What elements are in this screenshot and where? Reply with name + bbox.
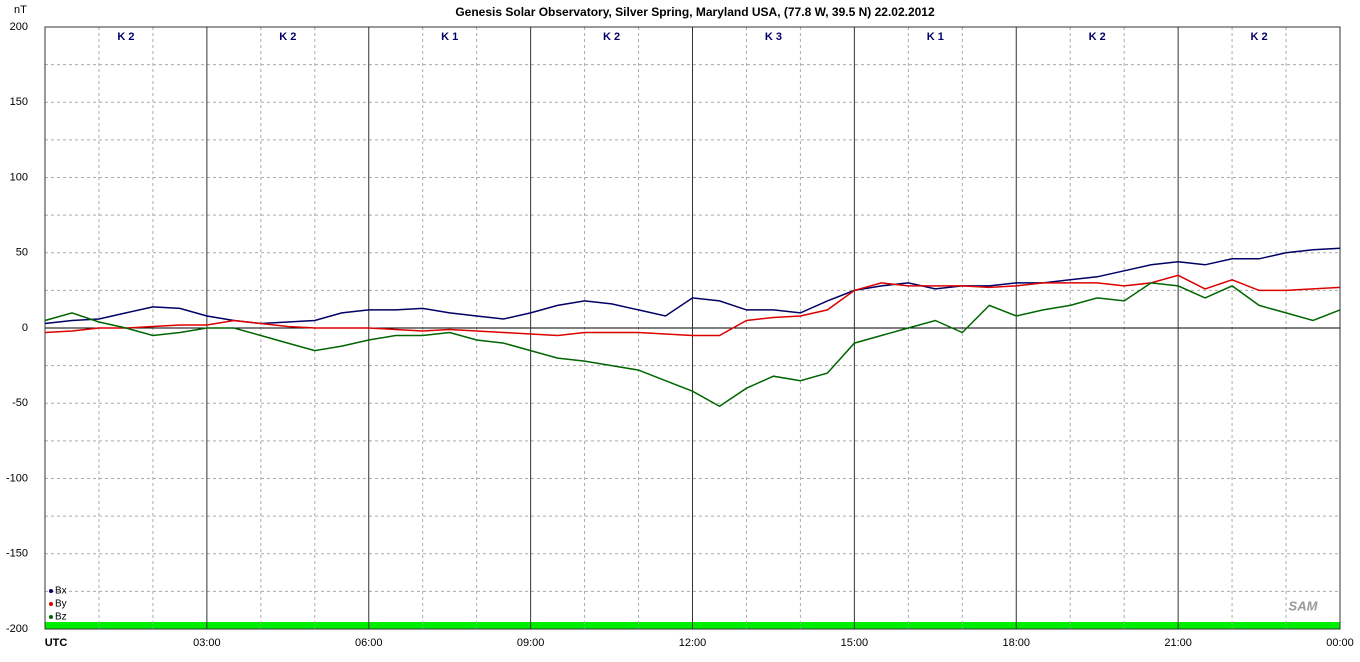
y-tick-label: -150 [6, 548, 28, 560]
k-index-label: K 2 [1089, 31, 1106, 43]
k-index-label: K 2 [603, 31, 620, 43]
logo: SAM [1289, 598, 1319, 613]
x-tick-label: UTC [45, 637, 68, 649]
plot-frame [44, 26, 1341, 630]
k-index-label: K 2 [117, 31, 134, 43]
y-tick-label: 200 [10, 21, 28, 33]
x-tick-label: 12:00 [679, 637, 707, 649]
x-tick-label: 15:00 [841, 637, 869, 649]
k-index-label: K 3 [765, 31, 782, 43]
y-tick-label: 0 [22, 322, 28, 334]
k-index-label: K 2 [1251, 31, 1268, 43]
k-index-label: K 1 [441, 31, 458, 43]
y-tick-label: -200 [6, 623, 28, 635]
x-tick-label: 21:00 [1164, 637, 1192, 649]
x-tick-label: 06:00 [355, 637, 383, 649]
y-tick-label: 100 [10, 171, 28, 183]
legend-marker [49, 615, 53, 619]
x-tick-label: 09:00 [517, 637, 545, 649]
legend-marker [49, 602, 53, 606]
y-tick-label: 150 [10, 96, 28, 108]
legend-label: Bz [55, 612, 67, 623]
y-tick-label: -100 [6, 472, 28, 484]
k-index-label: K 2 [279, 31, 296, 43]
x-tick-label: 03:00 [193, 637, 221, 649]
y-tick-label: -50 [12, 397, 28, 409]
legend-label: Bx [55, 586, 67, 597]
series-line [44, 274, 1341, 337]
x-tick-label: 18:00 [1002, 637, 1030, 649]
k-index-label: K 1 [927, 31, 944, 43]
legend-label: By [55, 599, 67, 610]
chart-title: Genesis Solar Observatory, Silver Spring… [455, 5, 935, 19]
y-axis-label: nT [14, 4, 27, 16]
x-tick-label: 00:00 [1326, 637, 1354, 649]
series-line [44, 282, 1341, 408]
legend-marker [49, 589, 53, 593]
y-tick-label: 50 [16, 247, 28, 259]
